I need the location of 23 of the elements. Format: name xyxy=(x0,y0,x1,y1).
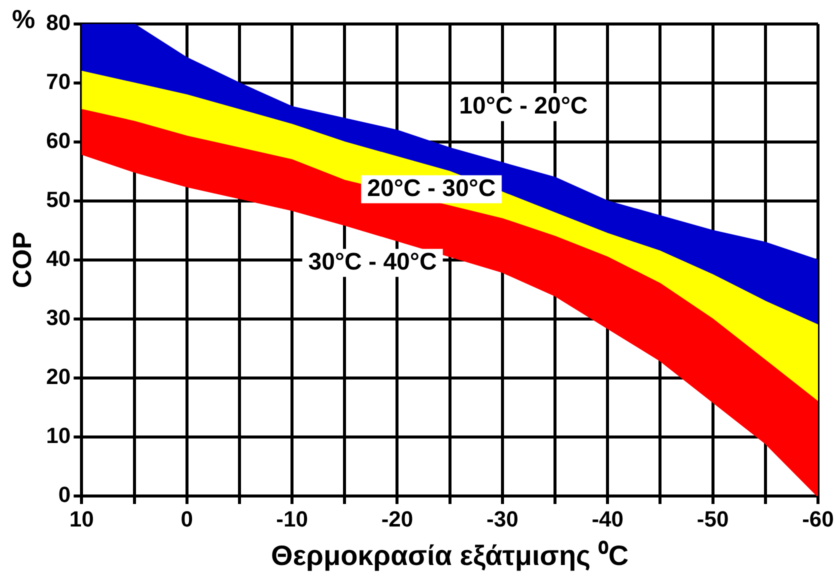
series-label: 10°C - 20°C xyxy=(459,92,588,120)
y-tick-label: 40 xyxy=(46,246,71,272)
x-tick-label: -20 xyxy=(381,506,414,532)
x-tick-label: 10 xyxy=(69,506,94,532)
y-tick-label: 30 xyxy=(46,305,71,330)
series-label: 30°C - 40°C xyxy=(308,248,437,276)
series-label: 20°C - 30°C xyxy=(367,174,496,202)
x-tick-label: 0 xyxy=(180,506,193,532)
y-tick-label: 80 xyxy=(46,10,71,36)
x-tick-label: -50 xyxy=(696,506,729,532)
x-tick-label: -40 xyxy=(592,506,624,532)
x-tick-label: -10 xyxy=(276,506,308,532)
x-axis-title: Θερμοκρασία εξάτμισης ⁰C xyxy=(271,540,629,571)
y-tick-label: 0 xyxy=(58,482,71,508)
y-axis-title: COP xyxy=(6,232,37,288)
y-tick-label: 60 xyxy=(46,128,71,154)
y-tick-label: 70 xyxy=(46,69,71,94)
x-tick-label: -60 xyxy=(802,506,834,532)
x-tick-label: -30 xyxy=(486,506,518,532)
y-tick-label: 10 xyxy=(46,423,71,448)
y-tick-label: 50 xyxy=(46,187,71,212)
text: % xyxy=(12,4,36,35)
y-tick-label: 20 xyxy=(46,364,71,390)
